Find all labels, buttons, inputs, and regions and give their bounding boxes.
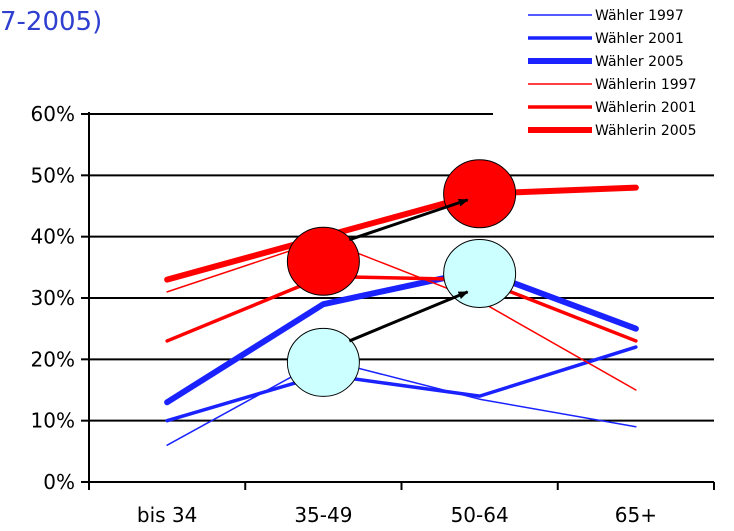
axes (81, 112, 715, 490)
series-line (164, 267, 639, 406)
legend-label: Wählerin 2005 (595, 123, 697, 139)
highlight-ellipse (443, 159, 517, 229)
y-tick-label: 60% (31, 102, 75, 126)
y-tick-label: 50% (31, 163, 75, 187)
x-tick-labels: bis 34 35-49 50-64 65+ (137, 503, 657, 527)
annotations (286, 159, 517, 397)
highlight-ellipse (286, 327, 360, 397)
x-tick-label: 50-64 (451, 503, 509, 527)
y-tick-label: 0% (43, 470, 75, 494)
x-tick-label: bis 34 (137, 503, 197, 527)
series-line (166, 238, 637, 391)
legend: Wähler 1997 Wähler 2001 Wähler 2005 Wähleri… (528, 8, 697, 139)
x-tick-label: 35-49 (294, 503, 352, 527)
legend-label: Wählerin 1997 (595, 77, 697, 93)
y-tick-labels: 0% 10% 20% 30% 40% 50% 60% (31, 102, 75, 494)
legend-label: Wähler 2001 (595, 31, 684, 47)
y-tick-label: 20% (31, 347, 75, 371)
gridlines (89, 113, 714, 422)
series-line (165, 274, 638, 343)
y-tick-label: 40% (31, 225, 75, 249)
y-tick-label: 30% (31, 286, 75, 310)
trend-arrow (348, 198, 469, 242)
highlight-ellipse (286, 226, 360, 296)
series-line (166, 358, 637, 446)
legend-label: Wähler 1997 (595, 8, 684, 24)
highlight-ellipse (443, 238, 517, 308)
series-line (165, 345, 638, 423)
legend-label: Wähler 2005 (595, 54, 684, 70)
series-lines (164, 184, 639, 446)
y-tick-label: 10% (31, 409, 75, 433)
trend-arrow (348, 290, 469, 343)
chart-title: 7-2005) (0, 7, 102, 37)
series-line (164, 184, 639, 283)
x-tick-label: 65+ (615, 503, 657, 527)
legend-label: Wählerin 2001 (595, 100, 697, 116)
